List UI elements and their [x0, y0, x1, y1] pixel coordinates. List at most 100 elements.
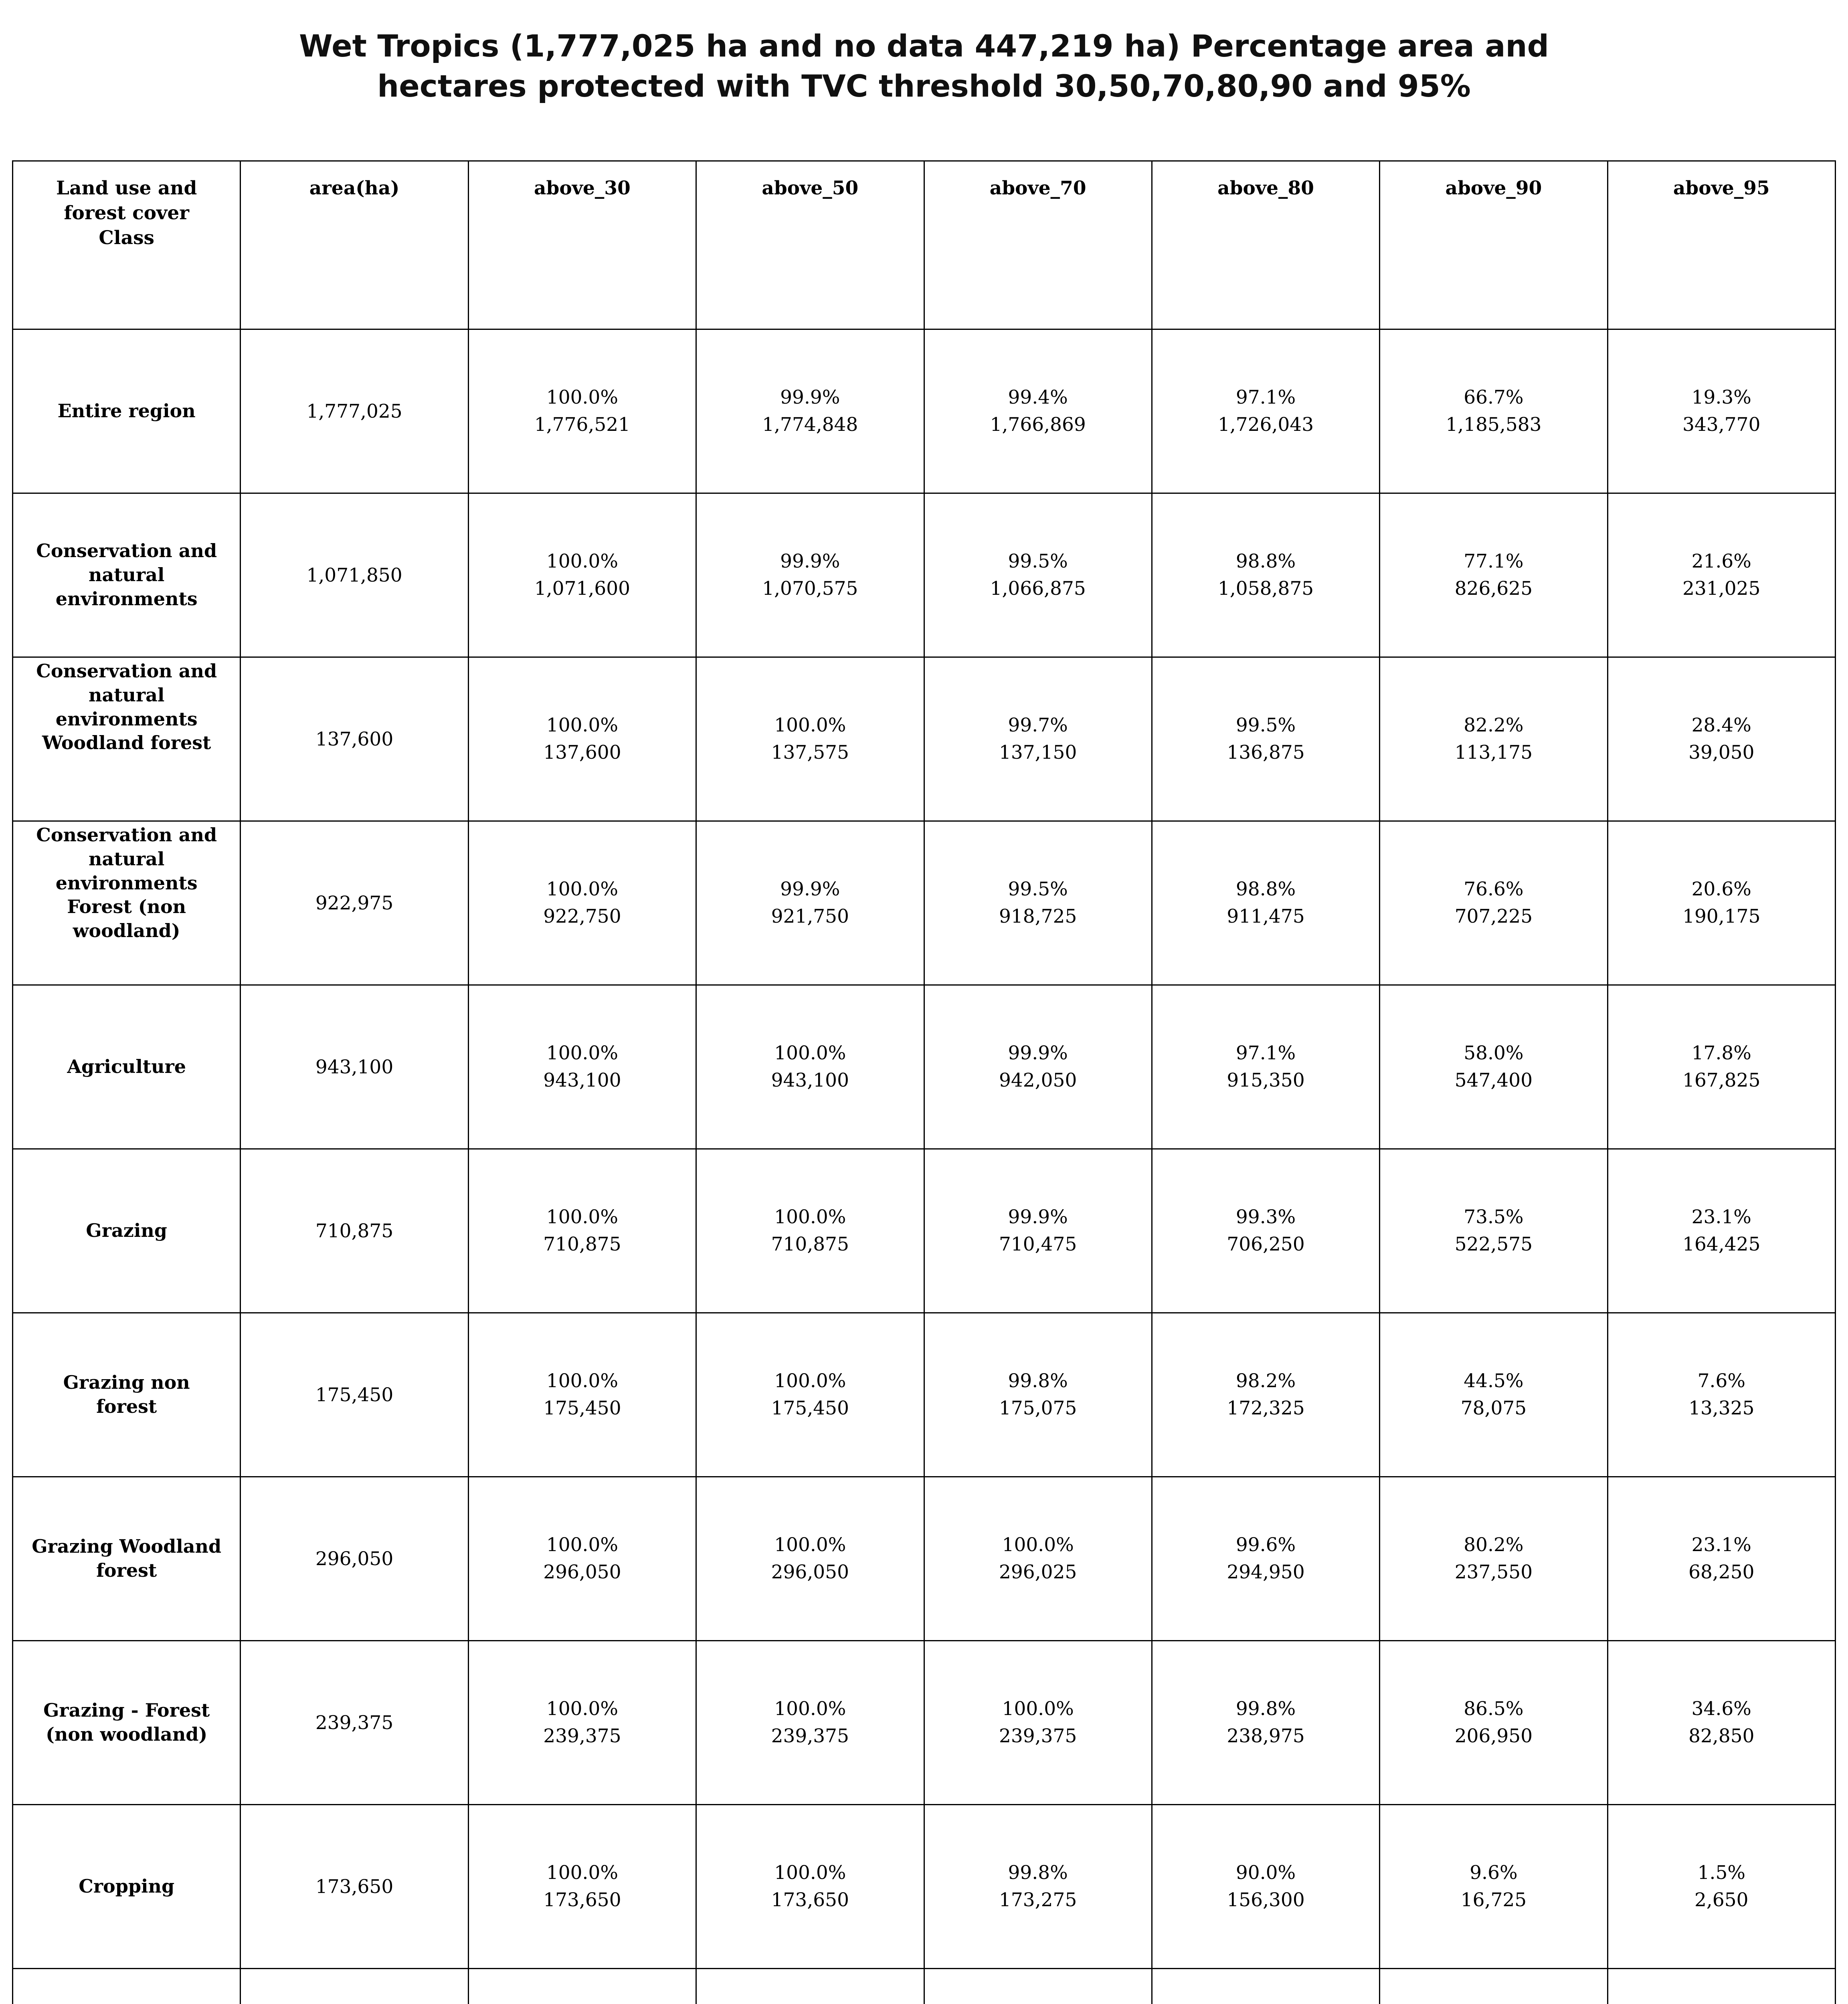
cell-hectares: 237,550: [1454, 1561, 1533, 1583]
cell-hectares: 164,425: [1682, 1233, 1761, 1255]
cell-hectares: 922,750: [543, 905, 621, 927]
data-cell: 82.2% 113,175: [1379, 657, 1608, 822]
data-cell: 100.0% 943,100: [467, 984, 697, 1149]
row-area-cell: 1,071,850: [240, 493, 469, 658]
row-class-cell: Grazing: [12, 1148, 241, 1313]
data-cell: 21.6% 231,025: [1607, 493, 1836, 658]
cell-hectares: 175,450: [771, 1397, 849, 1419]
cell-hectares: 239,375: [999, 1725, 1077, 1747]
cell-hectares: 156,300: [1227, 1889, 1305, 1911]
data-cell: 98.2% 172,325: [1151, 1312, 1381, 1477]
cell-hectares: 206,950: [1454, 1725, 1533, 1747]
cell-hectares: 239,375: [771, 1725, 849, 1747]
row-area-cell: 296,050: [240, 1476, 469, 1641]
row-area-cell: 1,777,025: [240, 329, 469, 494]
data-cell: 9.6% 16,725: [1379, 1804, 1608, 1969]
cell-percent: 99.9%: [1008, 1042, 1068, 1064]
cell-hectares: 1,066,875: [990, 578, 1086, 600]
data-cell: 99.5%58,250: [923, 1968, 1152, 2004]
cell-percent: 1.5%: [1697, 1861, 1746, 1884]
cell-hectares: 710,875: [543, 1233, 621, 1255]
row-class-cell: Agriculture: [12, 984, 241, 1149]
cell-percent: 99.9%: [780, 878, 840, 900]
cell-hectares: 1,058,875: [1217, 578, 1314, 600]
row-class-cell: Entire region: [12, 329, 241, 494]
cell-percent: 98.8%: [1235, 550, 1296, 572]
cell-hectares: 826,625: [1454, 578, 1533, 600]
cell-hectares: 1,071,600: [534, 578, 631, 600]
cell-percent: 100.0%: [546, 1042, 619, 1064]
cell-hectares: 1,776,521: [534, 414, 631, 436]
cell-percent: 100.0%: [1002, 1697, 1074, 1720]
cell-hectares: 13,325: [1688, 1397, 1755, 1419]
cell-percent: 99.9%: [780, 550, 840, 572]
cell-hectares: 239,375: [543, 1725, 621, 1747]
data-cell: 7.6% 13,325: [1607, 1312, 1836, 1477]
cell-percent: 99.5%: [1008, 878, 1068, 900]
cell-percent: 100.0%: [546, 1533, 619, 1556]
cell-percent: 100.0%: [546, 1206, 619, 1228]
cell-percent: 86.5%: [1464, 1697, 1524, 1720]
cell-hectares: 296,050: [771, 1561, 849, 1583]
page-title-line1: Wet Tropics (1,777,025 ha and no data 44…: [299, 28, 1549, 64]
page-title: Wet Tropics (1,777,025 ha and no data 44…: [0, 26, 1848, 107]
data-cell: 99.4% 1,766,869: [923, 329, 1152, 494]
cell-percent: 100.0%: [774, 714, 846, 736]
row-area-cell: 239,375: [240, 1640, 469, 1805]
data-cell: 99.5% 918,725: [923, 820, 1152, 986]
cell-percent: 20.6%: [1691, 878, 1751, 900]
table-row: Conservation and natural environments Wo…: [12, 657, 1836, 822]
cell-hectares: 706,250: [1227, 1233, 1305, 1255]
cell-percent: 90.0%: [1235, 1861, 1296, 1884]
cell-hectares: 707,225: [1454, 905, 1533, 927]
data-cell: 23.1% 68,250: [1607, 1476, 1836, 1641]
cell-hectares: 68,250: [1688, 1561, 1755, 1583]
cell-percent: 82.2%: [1464, 714, 1524, 736]
data-cell: 100.0%58,525: [696, 1968, 925, 2004]
cell-hectares: 710,475: [999, 1233, 1077, 1255]
cell-percent: 100.0%: [546, 1861, 619, 1884]
cell-hectares: 136,875: [1227, 741, 1305, 764]
cell-hectares: 238,975: [1227, 1725, 1305, 1747]
cell-hectares: 343,770: [1682, 414, 1761, 436]
data-cell: 100.0% 1,071,600: [467, 493, 697, 658]
data-cell: 66.7% 1,185,583: [1379, 329, 1608, 494]
cell-percent: 100.0%: [774, 1861, 846, 1884]
column-header: above_90: [1379, 160, 1608, 330]
cell-percent: 99.5%: [1008, 550, 1068, 572]
data-cell: 100.0% 296,050: [467, 1476, 697, 1641]
data-cell: 100.0% 943,100: [696, 984, 925, 1149]
data-cell: 58.0% 547,400: [1379, 984, 1608, 1149]
cell-hectares: 1,185,583: [1446, 414, 1542, 436]
data-cell: 90.1%52,750: [1151, 1968, 1381, 2004]
cell-hectares: 547,400: [1454, 1069, 1533, 1091]
data-cell: 86.5% 206,950: [1379, 1640, 1608, 1805]
cell-percent: 34.6%: [1691, 1697, 1751, 1720]
cell-hectares: 16,725: [1460, 1889, 1527, 1911]
data-cell: 76.6% 707,225: [1379, 820, 1608, 986]
data-cell: 100.0%58,525: [467, 1968, 697, 2004]
column-header: above_70: [923, 160, 1152, 330]
cell-percent: 99.9%: [1008, 1206, 1068, 1228]
data-cell: 100.0% 239,375: [923, 1640, 1152, 1805]
cell-percent: 23.1%: [1691, 1206, 1751, 1228]
cell-hectares: 915,350: [1227, 1069, 1305, 1091]
table-row: Conservation and natural environments 1,…: [12, 493, 1836, 658]
data-cell: 98.8% 911,475: [1151, 820, 1381, 986]
cell-percent: 77.1%: [1464, 550, 1524, 572]
cell-percent: 99.5%: [1235, 714, 1296, 736]
cell-percent: 97.1%: [1235, 386, 1296, 408]
cell-percent: 100.0%: [546, 386, 619, 408]
row-class-cell: Grazing non forest: [12, 1312, 241, 1477]
data-cell: 100.0% 173,650: [467, 1804, 697, 1969]
row-area-cell: 710,875: [240, 1148, 469, 1313]
table-row: Grazing 710,875 100.0% 710,875 100.0% 710,8…: [12, 1148, 1836, 1313]
cell-hectares: 173,650: [543, 1889, 621, 1911]
data-cell: 100.0% 175,450: [467, 1312, 697, 1477]
row-area-cell: 58,525: [240, 1968, 469, 2004]
data-cell: 98.8% 1,058,875: [1151, 493, 1381, 658]
cell-percent: 100.0%: [546, 878, 619, 900]
table-body: Entire region 1,777,025 100.0% 1,776,521 9…: [12, 329, 1836, 2004]
row-class-cell: Irrigation: [12, 1968, 241, 2004]
table-row: Grazing non forest 175,450 100.0% 175,450…: [12, 1312, 1836, 1477]
